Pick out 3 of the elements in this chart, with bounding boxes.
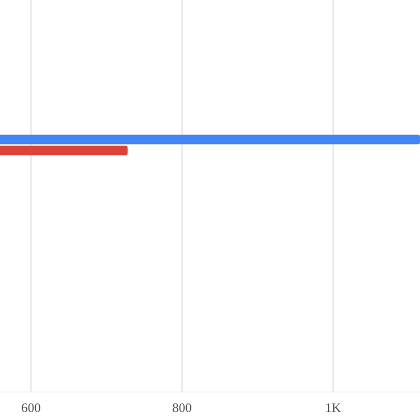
x-tick-label: 1K (325, 400, 342, 415)
x-tick-label: 600 (21, 400, 41, 415)
x-tick-label: 800 (172, 400, 192, 415)
